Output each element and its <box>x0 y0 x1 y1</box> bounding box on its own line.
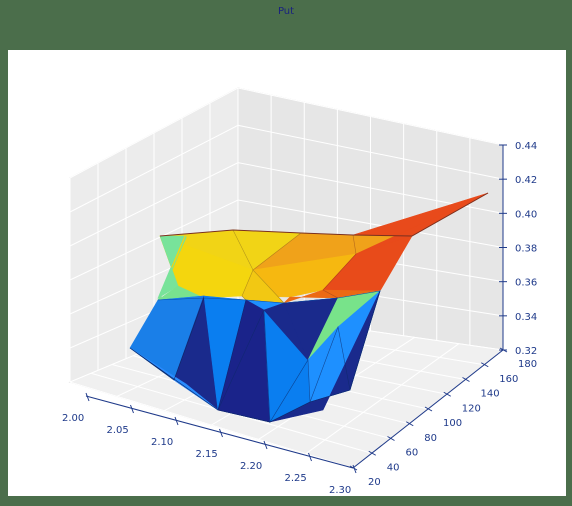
y-tick <box>368 450 376 456</box>
x-tick <box>263 440 268 450</box>
y-grid-line <box>69 381 354 469</box>
x-tick <box>219 428 223 438</box>
z-tick-label: 0.34 <box>515 312 537 323</box>
axis-ticks <box>85 144 508 474</box>
y-tick <box>349 465 358 471</box>
x-tick-label: 2.20 <box>240 461 262 472</box>
x-tick <box>130 404 134 414</box>
z-tick-label: 0.40 <box>515 209 537 220</box>
y-tick-label: 120 <box>462 403 481 414</box>
x-tick-label: 2.00 <box>62 413 84 424</box>
y-tick-label: 100 <box>443 418 462 429</box>
y-tick <box>462 377 470 382</box>
figure-area: 0.32 0.34 0.36 0.38 0.40 0.42 0.44 2.00 2.05 2.10… <box>8 50 566 496</box>
y-tick <box>387 436 395 441</box>
y-tick-label: 40 <box>387 462 400 473</box>
chart-title: Put <box>277 6 295 17</box>
y-tick <box>499 347 508 353</box>
surface <box>129 192 489 423</box>
x-tick-label: 2.30 <box>329 485 351 496</box>
x-tick <box>85 392 90 402</box>
axis-tick-labels: 0.32 0.34 0.36 0.38 0.40 0.42 0.44 2.00 2.05 2.10… <box>62 141 537 496</box>
y-tick-label: 140 <box>481 389 500 400</box>
y-tick <box>406 421 414 427</box>
y-tick-label: 160 <box>499 374 518 385</box>
x-tick-label: 2.10 <box>151 437 173 448</box>
y-tick-label: 60 <box>406 448 419 459</box>
y-tick-label: 20 <box>368 477 381 488</box>
x-tick-label: 2.15 <box>196 449 218 460</box>
y-tick <box>424 406 433 412</box>
z-tick-label: 0.44 <box>515 141 537 152</box>
surface-plot: 0.32 0.34 0.36 0.38 0.40 0.42 0.44 2.00 2.05 2.10… <box>62 87 537 496</box>
z-tick-label: 0.42 <box>515 175 537 186</box>
x-axis-line <box>85 395 354 469</box>
y-tick-label: 180 <box>518 359 537 370</box>
y-tick-label: 80 <box>424 433 437 444</box>
z-tick-label: 0.36 <box>515 278 537 289</box>
x-tick <box>174 416 179 426</box>
x-tick <box>308 452 312 462</box>
y-tick <box>481 362 489 368</box>
y-tick <box>443 391 451 397</box>
z-tick-label: 0.38 <box>515 244 537 255</box>
z-tick-label: 0.32 <box>515 346 537 357</box>
x-tick-label: 2.25 <box>285 473 307 484</box>
x-tick-label: 2.05 <box>107 425 129 436</box>
